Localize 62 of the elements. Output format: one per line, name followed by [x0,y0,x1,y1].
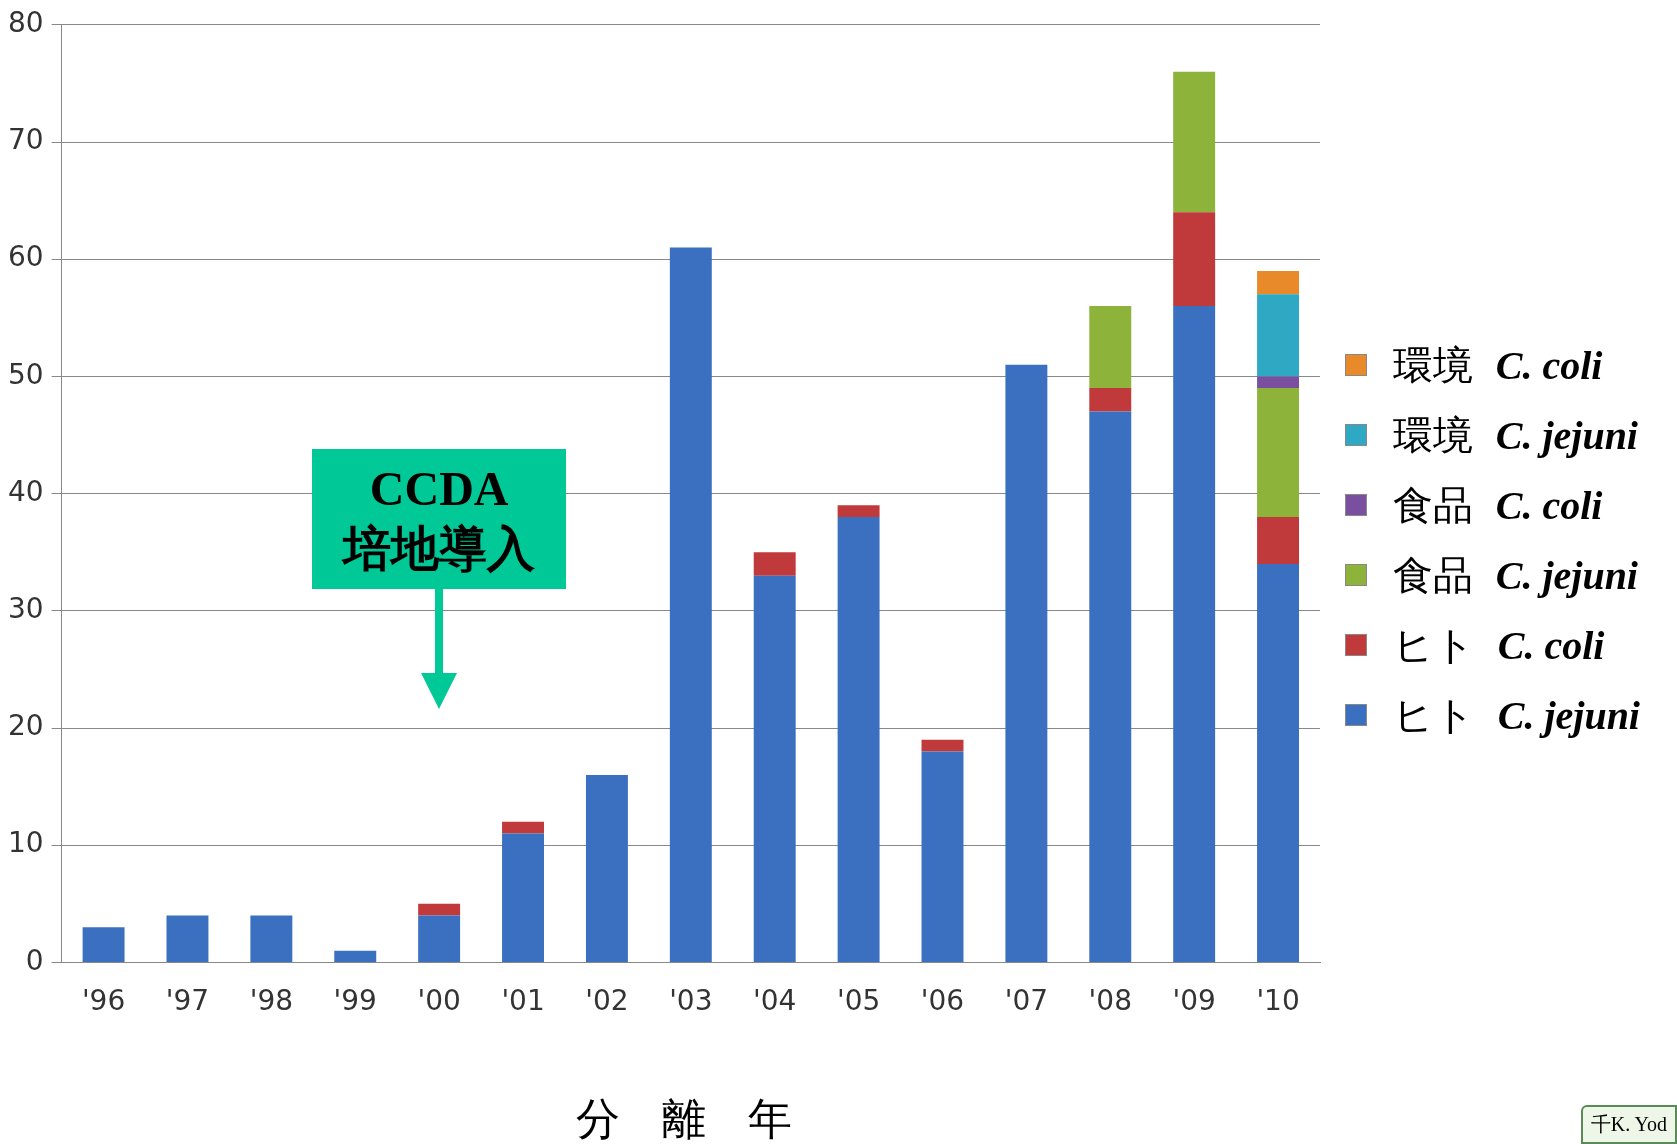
y-tick-label: 60 [7,240,44,274]
bar [502,821,544,834]
bar [1173,212,1216,307]
bar [669,247,712,962]
bar [1089,306,1132,389]
y-tick-label: 20 [7,709,44,743]
x-tick-label: '97 [165,984,210,1018]
bar [166,915,209,962]
legend-label: 環境 C. jejuni [1393,410,1638,460]
bar [1257,270,1300,295]
x-tick-label: '01 [501,984,545,1018]
legend-label: 食品 C. jejuni [1393,550,1638,600]
bar [921,739,964,752]
x-axis-title: 分 離 年 [575,1092,806,1144]
x-tick-label: '09 [1172,984,1216,1018]
bar [921,751,964,962]
legend-label: ヒト C. coli [1393,620,1605,670]
bar [1257,294,1300,377]
y-tick-label: 0 [25,943,44,977]
bar [1257,388,1300,518]
x-tick-label: '07 [1004,984,1049,1018]
bar [1005,364,1048,962]
text: 千K. Yod [1580,1105,1677,1144]
x-tick-label: '99 [333,984,377,1018]
bar [334,950,377,962]
bar [585,774,628,962]
bar [753,552,796,576]
bar [250,915,293,962]
bar [1257,376,1300,389]
y-tick-label: 40 [7,474,44,508]
y-tick-label: 10 [7,826,44,860]
x-tick-label: '04 [753,984,797,1018]
bar [1257,517,1300,564]
bar [1173,71,1216,213]
y-tick-label: 80 [7,6,44,40]
bar [82,927,125,962]
bar [418,915,461,962]
bar [837,505,880,518]
legend-label: 環境 C. coli [1393,340,1603,390]
bar [502,833,544,962]
annotation: CCDA 培地導入 [312,449,567,590]
legend-label: 食品 C. coli [1393,480,1603,530]
bar [837,517,880,962]
legend-label: ヒト C. jejuni [1393,690,1640,740]
x-tick-label: '00 [417,984,461,1018]
bar [1089,411,1132,962]
x-tick-label: '05 [836,984,881,1018]
x-tick-label: '02 [585,984,629,1018]
y-tick-label: 50 [7,357,44,391]
x-tick-label: '96 [81,984,126,1018]
bar [1257,563,1300,962]
x-tick-label: '03 [669,984,713,1018]
x-tick-label: '08 [1088,984,1132,1018]
y-tick-label: 30 [7,592,44,626]
bar [1089,388,1132,412]
x-tick-label: '10 [1256,984,1300,1018]
bar [1173,306,1216,962]
bar [753,575,796,962]
x-tick-label: '98 [249,984,294,1018]
x-tick-label: '06 [920,984,965,1018]
y-tick-label: 70 [7,123,44,157]
bar [418,903,461,916]
